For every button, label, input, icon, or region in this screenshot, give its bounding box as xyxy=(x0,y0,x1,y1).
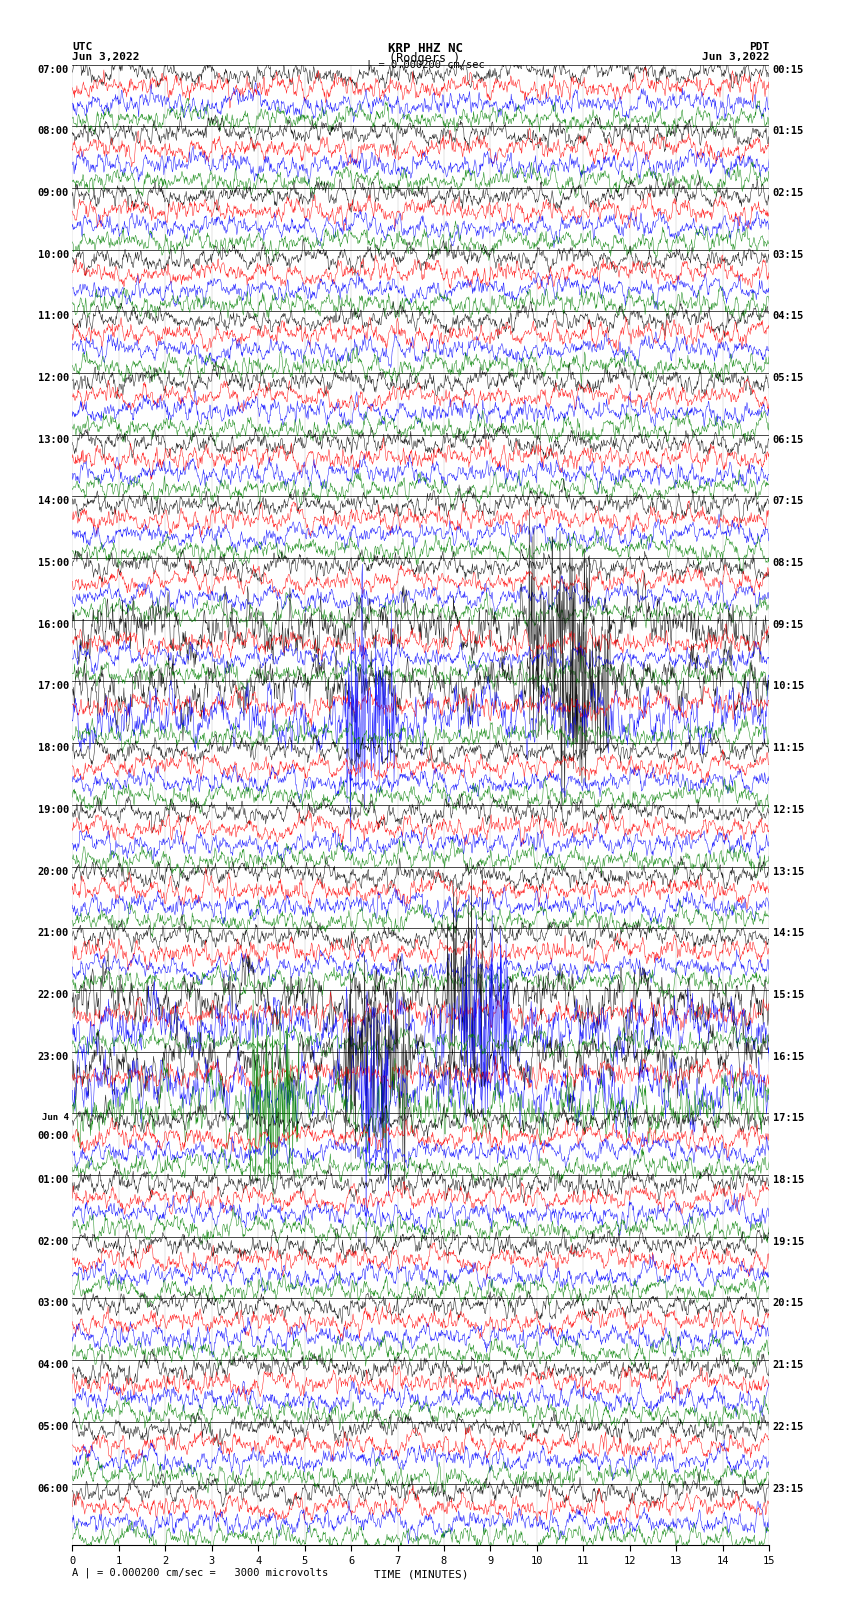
Text: UTC: UTC xyxy=(72,42,93,52)
Text: 17:00: 17:00 xyxy=(37,682,69,692)
Text: 14:15: 14:15 xyxy=(773,929,804,939)
Text: Jun 3,2022: Jun 3,2022 xyxy=(702,52,769,61)
Text: 14:00: 14:00 xyxy=(37,497,69,506)
Text: 10:00: 10:00 xyxy=(37,250,69,260)
Text: 22:00: 22:00 xyxy=(37,990,69,1000)
Text: 08:00: 08:00 xyxy=(37,126,69,135)
Text: 11:00: 11:00 xyxy=(37,311,69,321)
Text: 04:15: 04:15 xyxy=(773,311,804,321)
Text: 15:00: 15:00 xyxy=(37,558,69,568)
Text: 23:00: 23:00 xyxy=(37,1052,69,1061)
Text: 03:15: 03:15 xyxy=(773,250,804,260)
Text: 18:15: 18:15 xyxy=(773,1174,804,1186)
Text: 11:15: 11:15 xyxy=(773,744,804,753)
Text: 06:15: 06:15 xyxy=(773,436,804,445)
Text: 23:15: 23:15 xyxy=(773,1484,804,1494)
Text: 07:00: 07:00 xyxy=(37,65,69,74)
Text: 19:00: 19:00 xyxy=(37,805,69,815)
Text: 21:00: 21:00 xyxy=(37,929,69,939)
Text: 19:15: 19:15 xyxy=(773,1237,804,1247)
Text: 16:00: 16:00 xyxy=(37,619,69,629)
Text: 18:00: 18:00 xyxy=(37,744,69,753)
Text: 22:15: 22:15 xyxy=(773,1423,804,1432)
Text: 00:00: 00:00 xyxy=(37,1131,69,1140)
Text: Jun 3,2022: Jun 3,2022 xyxy=(72,52,139,61)
Text: 12:00: 12:00 xyxy=(37,373,69,382)
Text: 20:15: 20:15 xyxy=(773,1298,804,1308)
Text: 06:00: 06:00 xyxy=(37,1484,69,1494)
Text: A | = 0.000200 cm/sec =   3000 microvolts: A | = 0.000200 cm/sec = 3000 microvolts xyxy=(72,1568,328,1579)
Text: | = 0.000200 cm/sec: | = 0.000200 cm/sec xyxy=(366,60,484,71)
Text: 21:15: 21:15 xyxy=(773,1360,804,1369)
Text: 07:15: 07:15 xyxy=(773,497,804,506)
Text: 10:15: 10:15 xyxy=(773,682,804,692)
Text: 13:15: 13:15 xyxy=(773,866,804,876)
Text: 09:00: 09:00 xyxy=(37,189,69,198)
Text: 01:00: 01:00 xyxy=(37,1174,69,1186)
Text: 01:15: 01:15 xyxy=(773,126,804,135)
Text: 20:00: 20:00 xyxy=(37,866,69,876)
Text: 00:15: 00:15 xyxy=(773,65,804,74)
Text: 09:15: 09:15 xyxy=(773,619,804,629)
Text: KRP HHZ NC: KRP HHZ NC xyxy=(388,42,462,55)
Text: 04:00: 04:00 xyxy=(37,1360,69,1369)
Text: 17:15: 17:15 xyxy=(773,1113,804,1123)
Text: 12:15: 12:15 xyxy=(773,805,804,815)
Text: 15:15: 15:15 xyxy=(773,990,804,1000)
Text: 02:15: 02:15 xyxy=(773,189,804,198)
Text: 13:00: 13:00 xyxy=(37,436,69,445)
Text: 02:00: 02:00 xyxy=(37,1237,69,1247)
Text: Jun 4: Jun 4 xyxy=(42,1113,69,1123)
Text: 08:15: 08:15 xyxy=(773,558,804,568)
X-axis label: TIME (MINUTES): TIME (MINUTES) xyxy=(373,1569,468,1579)
Text: 05:15: 05:15 xyxy=(773,373,804,382)
Text: PDT: PDT xyxy=(749,42,769,52)
Text: 05:00: 05:00 xyxy=(37,1423,69,1432)
Text: (Rodgers ): (Rodgers ) xyxy=(389,52,461,65)
Text: 16:15: 16:15 xyxy=(773,1052,804,1061)
Text: 03:00: 03:00 xyxy=(37,1298,69,1308)
